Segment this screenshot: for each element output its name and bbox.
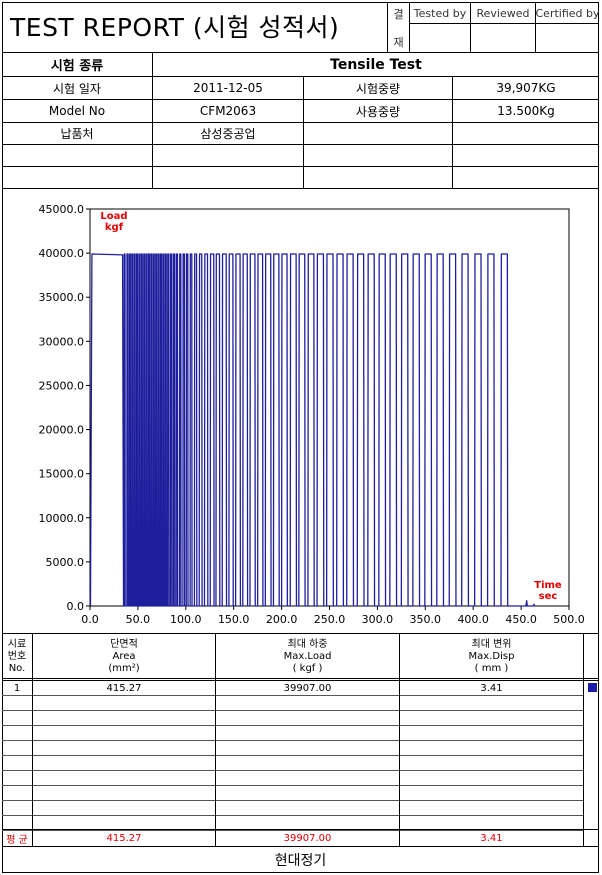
x-tick-label: 450.0 xyxy=(505,613,537,626)
test-load-label: 시험중량 xyxy=(355,81,401,96)
certified-by-label: Certified by xyxy=(535,6,600,20)
avg-load: 39907.00 xyxy=(283,832,332,844)
tested-by-label: Tested by xyxy=(413,6,467,20)
company-name: 현대정기 xyxy=(274,853,327,869)
x-tick-label: 200.0 xyxy=(266,613,298,626)
reviewed-sign-box[interactable] xyxy=(471,24,535,52)
test-load-value: 39,907KG xyxy=(496,81,556,95)
plot-area xyxy=(89,208,570,607)
y-tick-label: 20000.0 xyxy=(39,424,85,437)
date-label: 시험 일자 xyxy=(53,81,101,96)
y-tick-label: 0.0 xyxy=(67,600,85,613)
reviewed-label: Reviewed xyxy=(476,6,530,20)
y-tick-label: 15000.0 xyxy=(39,468,85,481)
x-tick-label: 150.0 xyxy=(218,613,250,626)
x-tick-label: 100.0 xyxy=(170,613,202,626)
row-disp: 3.41 xyxy=(480,682,503,694)
row-no: 1 xyxy=(13,682,21,694)
customer-value: 삼성중공업 xyxy=(200,127,256,141)
y-axis-label-line1: Load xyxy=(100,211,127,222)
y-tick-label: 30000.0 xyxy=(39,335,85,348)
approval-char-2: 재 xyxy=(393,36,404,49)
x-axis-label-line2: sec xyxy=(539,591,558,602)
y-tick-label: 35000.0 xyxy=(39,291,85,304)
x-tick-label: 350.0 xyxy=(410,613,442,626)
avg-area: 415.27 xyxy=(106,832,142,844)
tested-by-sign-box[interactable] xyxy=(410,24,470,52)
x-tick-label: 50.0 xyxy=(126,613,151,626)
load-series-line xyxy=(89,253,536,607)
report-title: TEST REPORT (시험 성적서) xyxy=(10,13,340,42)
certified-by-sign-box[interactable] xyxy=(536,24,599,52)
y-tick-label: 5000.0 xyxy=(46,556,85,569)
test-type-label: 시험 종류 xyxy=(50,59,104,74)
use-load-label: 사용중량 xyxy=(355,104,401,119)
customer-label: 납품처 xyxy=(60,127,94,141)
x-tick-label: 250.0 xyxy=(314,613,346,626)
y-tick-label: 10000.0 xyxy=(39,512,85,525)
approval-char-1: 결 xyxy=(393,8,404,21)
load-time-chart: 0.0 5000.0 10000.0 15000.0 20000.0 25000.0 300… xyxy=(39,203,585,626)
row-load: 39907.00 xyxy=(283,682,332,694)
row-area: 415.27 xyxy=(106,682,142,694)
model-label: Model No xyxy=(48,104,106,118)
row-select-marker[interactable] xyxy=(588,683,597,692)
avg-disp: 3.41 xyxy=(480,832,503,844)
x-axis-label-line1: Time xyxy=(534,580,562,591)
col-header-disp: 최대 변위 Max.Disp ( mm ) xyxy=(468,638,515,674)
x-tick-label: 500.0 xyxy=(553,613,585,626)
y-tick-label: 25000.0 xyxy=(39,379,85,392)
y-tick-label: 40000.0 xyxy=(39,247,85,260)
model-value: CFM2063 xyxy=(199,104,257,118)
use-load-value: 13.500Kg xyxy=(497,104,555,118)
date-value: 2011-12-05 xyxy=(193,81,263,95)
y-tick-label: 45000.0 xyxy=(39,203,85,216)
col-header-no: 시료 번호 No. xyxy=(7,638,27,674)
avg-label: 평 균 xyxy=(6,834,28,846)
col-header-load: 최대 하중 Max.Load ( kgf ) xyxy=(283,638,332,674)
x-tick-label: 400.0 xyxy=(457,613,489,626)
col-header-area: 단면적 Area (mm²) xyxy=(108,638,140,674)
x-tick-label: 0.0 xyxy=(81,613,99,626)
table-row[interactable]: 1 415.27 39907.00 3.41 xyxy=(2,681,599,695)
y-axis-label-line2: kgf xyxy=(105,222,124,233)
test-type-value: Tensile Test xyxy=(330,56,422,73)
x-tick-label: 300.0 xyxy=(362,613,394,626)
